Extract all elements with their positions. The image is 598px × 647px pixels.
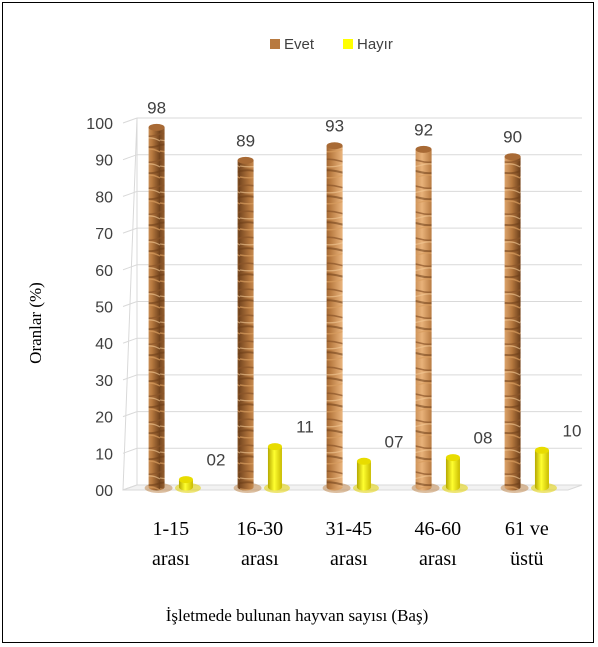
data-label: 93: [325, 117, 344, 136]
data-label: 07: [384, 432, 403, 451]
bar-top: [356, 457, 371, 465]
bar-hayir: [267, 446, 282, 491]
x-tick-label: arası: [330, 548, 368, 570]
bar-evet: [237, 160, 254, 491]
data-label: 89: [236, 131, 255, 150]
bar-top: [504, 153, 521, 161]
y-axis-ticks: 00 10 20 30 40 50 60 70 80 90 100: [86, 116, 113, 500]
x-tick-label: 16-30: [236, 518, 283, 540]
data-label: 02: [206, 451, 225, 470]
x-axis-label: İşletmede bulunan hayvan sayısı (Baş): [166, 606, 429, 625]
y-tick-label: 70: [95, 226, 113, 243]
data-label: 90: [503, 128, 522, 147]
data-label: 92: [414, 120, 433, 139]
y-axis-label: Oranlar (%): [26, 282, 45, 364]
y-tick-label: 100: [86, 116, 113, 133]
x-axis-categories: 1-15 arası 16-30 arası 31-45 arası 46-60 arası 6…: [152, 518, 549, 570]
gridline: [122, 154, 582, 161]
y-tick-label: 80: [95, 189, 113, 206]
gridline: [122, 411, 582, 418]
x-tick-label: 31-45: [325, 518, 372, 540]
bar-top: [326, 142, 343, 150]
y-tick-label: 50: [95, 300, 113, 317]
x-tick-label: arası: [241, 548, 279, 570]
y-tick-label: 30: [95, 373, 113, 390]
y-tick-label: 40: [95, 336, 113, 353]
bar-evet: [415, 149, 432, 491]
y-tick-label: 20: [95, 410, 113, 427]
data-label: 10: [562, 421, 581, 440]
x-tick-label: üstü: [510, 548, 543, 570]
x-tick-label: arası: [419, 548, 457, 570]
bar-evet: [504, 156, 521, 491]
bar-top: [445, 454, 460, 462]
bar-top: [237, 156, 254, 164]
bar-evet: [326, 145, 343, 491]
bar-top: [534, 446, 549, 454]
data-labels: 98 89 93 92 90 02 11 07 08 10: [147, 98, 581, 469]
x-tick-label: 1-15: [152, 518, 189, 540]
bar-top: [148, 123, 165, 131]
bar-top: [415, 145, 432, 153]
bar-top: [267, 443, 282, 451]
gridline: [122, 117, 582, 124]
gridline: [122, 301, 582, 307]
y-tick-label: 00: [95, 483, 113, 500]
gridline: [122, 227, 582, 234]
bars: [144, 123, 557, 493]
bar-hayir: [445, 457, 460, 491]
data-label: 98: [147, 98, 166, 117]
legend-swatch: [270, 39, 280, 49]
x-tick-label: 61 ve: [505, 518, 549, 540]
legend: Evet Hayır: [270, 36, 393, 53]
bar-hayir: [356, 461, 371, 491]
y-tick-label: 60: [95, 263, 113, 280]
gridline: [122, 264, 582, 271]
y-tick-label: 10: [95, 446, 113, 463]
gridline: [122, 190, 582, 197]
gridline: [122, 447, 582, 454]
x-tick-label: arası: [152, 548, 190, 570]
bar-top: [178, 476, 193, 484]
legend-label: Hayır: [357, 36, 393, 53]
data-label: 11: [296, 418, 314, 437]
x-tick-label: 46-60: [414, 518, 461, 540]
gridline: [122, 337, 582, 344]
y-tick-label: 90: [95, 153, 113, 170]
bar-evet: [148, 127, 165, 491]
bar-hayir: [534, 450, 549, 491]
gridline: [122, 374, 582, 381]
data-label: 08: [473, 429, 492, 448]
legend-label: Evet: [284, 36, 315, 53]
legend-swatch: [343, 39, 353, 49]
